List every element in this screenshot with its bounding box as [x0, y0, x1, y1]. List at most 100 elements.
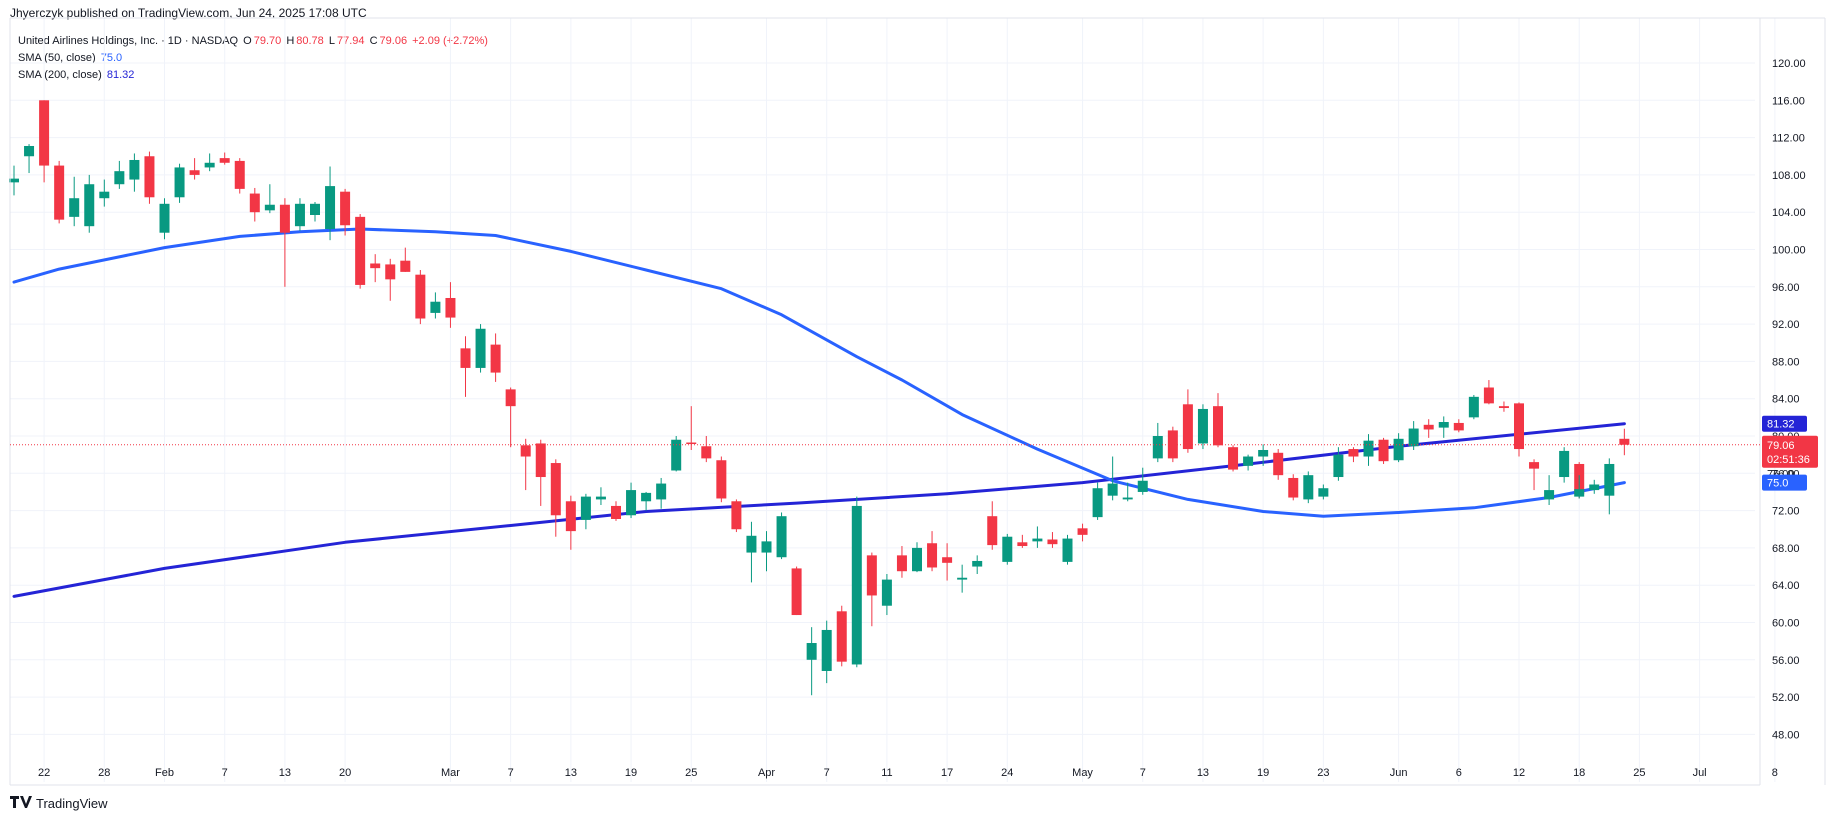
- candle-body: [355, 216, 366, 285]
- candle-body: [972, 560, 983, 567]
- candle-body: [746, 535, 757, 553]
- candle: [716, 456, 727, 503]
- low-label: L: [328, 35, 335, 47]
- candle: [490, 333, 501, 382]
- y-tick-label: 100.00: [1772, 245, 1806, 257]
- candle-body: [595, 496, 606, 500]
- candle-body: [1348, 449, 1359, 457]
- candle: [69, 176, 80, 227]
- candle-body: [1498, 406, 1509, 409]
- grid: [10, 18, 1776, 782]
- candle: [761, 531, 772, 572]
- last-price-tag-bg: [1762, 435, 1818, 468]
- candle: [144, 151, 155, 204]
- candle: [174, 163, 185, 203]
- candle-body: [24, 145, 35, 157]
- candle-body: [114, 171, 125, 185]
- candle-body: [1574, 489, 1585, 497]
- candle: [746, 521, 757, 583]
- sma50-legend[interactable]: SMA (50, close) 75.0: [18, 52, 124, 64]
- candle: [791, 566, 802, 616]
- candle-body: [1258, 449, 1269, 457]
- countdown-tag: 02:51:36: [1767, 454, 1810, 466]
- candle-body: [1167, 430, 1178, 459]
- candle: [641, 491, 652, 511]
- y-tick-label: 84.00: [1772, 394, 1800, 406]
- candle-body: [806, 643, 817, 660]
- candle-body: [1092, 488, 1103, 518]
- y-tick-label: 72.00: [1772, 506, 1800, 518]
- x-tick-label: 24: [1001, 767, 1013, 779]
- candle: [9, 165, 19, 196]
- x-tick-label: 7: [222, 767, 228, 779]
- candle-body: [1378, 439, 1389, 462]
- candle-body: [234, 160, 245, 189]
- candle-body: [1483, 387, 1494, 404]
- tradingview-brand[interactable]: TradingView: [10, 796, 108, 811]
- candle: [54, 160, 65, 224]
- candle: [1017, 534, 1028, 548]
- candle: [1032, 526, 1043, 548]
- candle: [656, 477, 667, 509]
- x-tick-label: Jun: [1390, 767, 1408, 779]
- x-tick-label: 17: [941, 767, 953, 779]
- candle-body: [1243, 456, 1254, 466]
- candle: [159, 198, 170, 240]
- candle-body: [84, 184, 95, 227]
- candle-body: [460, 348, 471, 368]
- sma200-layer: [12, 422, 1626, 598]
- candle-body: [1453, 422, 1464, 431]
- candle-body: [490, 344, 501, 373]
- sma200-legend[interactable]: SMA (200, close) 81.32: [18, 69, 136, 81]
- candle: [927, 531, 938, 572]
- close-label: C: [369, 35, 378, 47]
- candle: [114, 160, 125, 189]
- candle-body: [866, 555, 877, 596]
- candle: [942, 543, 953, 581]
- candle-body: [776, 516, 787, 558]
- candle-body: [686, 442, 697, 445]
- low-value: 77.94: [336, 35, 365, 47]
- close-value: 79.06: [379, 35, 408, 47]
- candle: [1122, 482, 1133, 502]
- candle-body: [1152, 436, 1163, 459]
- candle-body: [1544, 490, 1555, 500]
- candle-body: [701, 446, 712, 459]
- candle-body: [1077, 528, 1088, 535]
- candle-body: [9, 178, 19, 183]
- candle-body: [99, 191, 110, 199]
- candle: [264, 184, 275, 214]
- candle-body: [1559, 450, 1570, 478]
- x-tick-label: 7: [508, 767, 514, 779]
- candle-body: [1589, 484, 1600, 491]
- candle: [1107, 456, 1118, 501]
- candle-body: [1197, 408, 1208, 444]
- candle-body: [370, 263, 381, 269]
- candle-body: [656, 483, 667, 500]
- candle-body: [54, 165, 65, 220]
- candle-body: [520, 445, 531, 457]
- candle: [1589, 479, 1600, 494]
- x-tick-label: 18: [1573, 767, 1585, 779]
- candle-body: [1514, 403, 1524, 450]
- x-tick-label: 11: [881, 767, 892, 779]
- candle-body: [881, 579, 892, 606]
- candle: [1182, 389, 1193, 453]
- candle-body: [1182, 404, 1193, 450]
- candle-body: [340, 191, 351, 226]
- candle: [1438, 416, 1449, 438]
- candle: [24, 144, 35, 174]
- candle: [460, 336, 471, 397]
- candle: [1544, 475, 1555, 506]
- candle-body: [249, 193, 260, 213]
- sma200-legend-label: SMA (200, close): [18, 69, 102, 81]
- candle: [595, 487, 606, 506]
- candle-body: [430, 301, 441, 313]
- candle: [279, 198, 290, 287]
- candle-body: [325, 186, 336, 229]
- x-tick-label: Feb: [155, 767, 174, 779]
- candle: [1393, 433, 1404, 463]
- candle-body: [1273, 452, 1284, 476]
- candle-body: [264, 204, 275, 211]
